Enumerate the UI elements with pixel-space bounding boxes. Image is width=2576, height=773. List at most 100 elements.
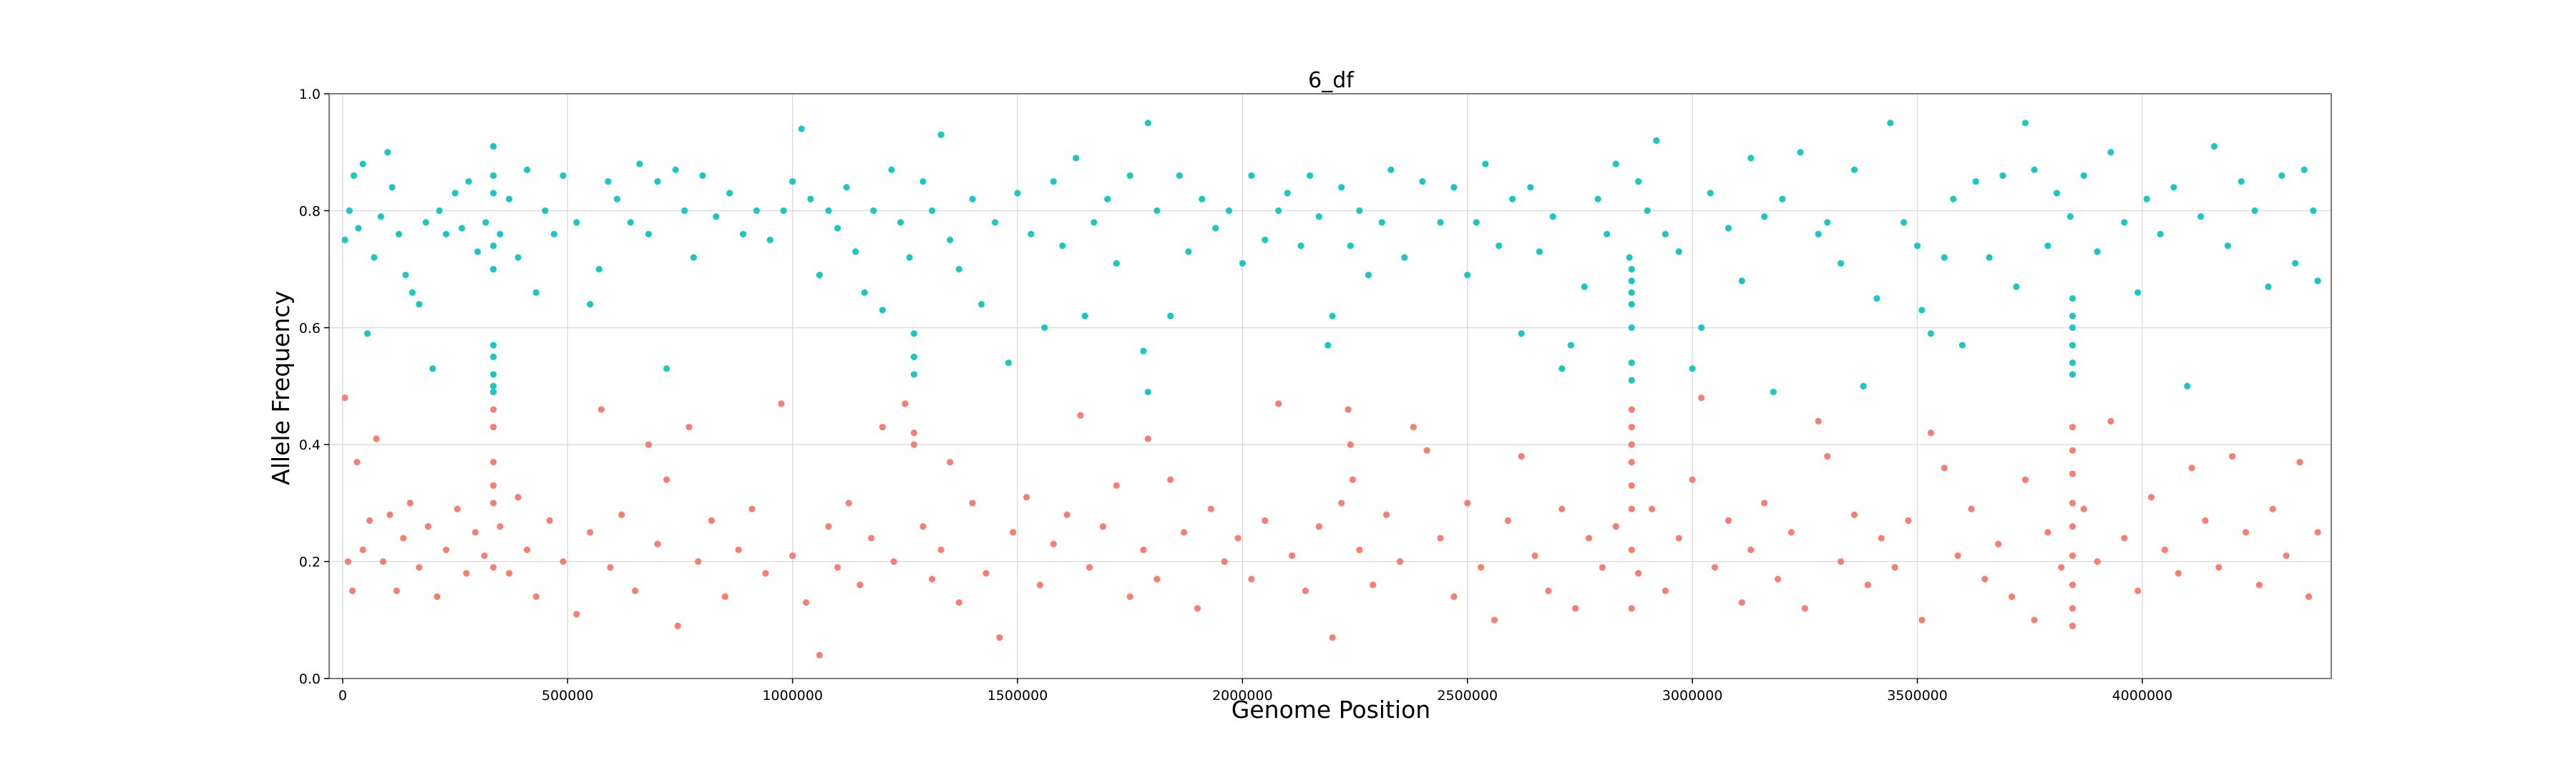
data-point (489, 564, 497, 571)
data-point (1307, 172, 1314, 179)
data-point (458, 225, 466, 232)
data-point (489, 371, 497, 378)
data-point (1761, 213, 1768, 220)
data-point (489, 406, 497, 413)
data-point (825, 522, 832, 530)
data-point (2184, 382, 2191, 390)
data-point (1401, 254, 1408, 261)
data-point (969, 500, 976, 507)
data-point (1478, 564, 1485, 571)
data-point (969, 195, 976, 203)
data-point (481, 552, 488, 560)
data-point (1724, 517, 1732, 525)
x-tick-label: 0 (338, 688, 347, 704)
data-point (386, 511, 394, 518)
data-point (978, 301, 985, 308)
data-point (748, 505, 756, 512)
data-point (489, 382, 497, 390)
data-point (2069, 552, 2077, 560)
data-point (2314, 529, 2321, 536)
data-point (1464, 271, 1471, 278)
y-tick-label: 0.6 (299, 321, 321, 336)
data-point (1873, 295, 1880, 302)
data-point (379, 558, 387, 565)
data-point (1153, 575, 1161, 583)
data-point (1347, 441, 1354, 448)
data-point (1662, 587, 1669, 595)
lower-frequency-series (341, 394, 2321, 658)
data-point (890, 558, 897, 565)
data-point (359, 546, 366, 553)
data-point (1144, 435, 1151, 442)
data-point (1724, 225, 1732, 232)
data-point (1698, 324, 1705, 331)
data-point (2292, 260, 2299, 267)
data-point (1370, 581, 1377, 588)
data-point (1349, 476, 1357, 483)
data-point (2069, 447, 2077, 454)
data-point (1801, 605, 1808, 612)
x-tick-label: 2500000 (1437, 688, 1498, 704)
x-axis-title: Genome Position (1231, 696, 1430, 724)
data-point (505, 570, 513, 577)
data-point (489, 500, 497, 507)
data-point (1262, 517, 1269, 525)
data-point (1747, 155, 1755, 162)
data-point (514, 494, 522, 501)
data-point (1010, 529, 1017, 536)
data-point (1005, 359, 1013, 366)
data-point (524, 166, 531, 173)
data-point (1167, 476, 1174, 483)
data-point (1775, 575, 1782, 583)
data-point (1099, 522, 1107, 530)
data-point (879, 424, 886, 431)
data-point (454, 505, 461, 512)
data-point (377, 213, 384, 220)
x-tick-label: 500000 (542, 688, 594, 704)
y-tick-label: 0.2 (299, 555, 321, 570)
data-point (2202, 517, 2209, 525)
data-point (497, 522, 504, 530)
data-point (1199, 195, 1206, 203)
data-point (1126, 172, 1133, 179)
data-point (1194, 605, 1201, 612)
data-point (595, 266, 602, 273)
data-point (947, 459, 954, 466)
data-point (1234, 535, 1241, 542)
data-point (560, 172, 567, 179)
data-point (2069, 359, 2077, 366)
data-point (1324, 341, 1332, 349)
data-point (489, 459, 497, 466)
data-point (2278, 172, 2285, 179)
data-point (2301, 166, 2308, 173)
data-point (389, 184, 396, 191)
data-point (489, 389, 497, 396)
data-point (1329, 634, 1336, 641)
data-point (1927, 429, 1934, 437)
data-point (359, 160, 366, 167)
data-point (1284, 190, 1291, 197)
data-point (1628, 605, 1635, 612)
data-point (2053, 190, 2061, 197)
data-point (1549, 213, 1556, 220)
data-point (550, 230, 557, 238)
data-point (1850, 166, 1858, 173)
data-point (928, 207, 936, 214)
data-point (1419, 178, 1426, 185)
data-point (2210, 142, 2218, 150)
data-point (1014, 190, 1021, 197)
data-point (1999, 172, 2006, 179)
x-tick-label: 3500000 (1887, 688, 1948, 704)
data-point (996, 634, 1003, 641)
data-point (1275, 400, 1282, 407)
data-point (2069, 324, 2077, 331)
data-point (654, 178, 661, 185)
data-point (861, 289, 868, 296)
data-point (1347, 242, 1354, 250)
data-point (1113, 260, 1120, 267)
y-tick-label: 0.8 (299, 203, 321, 219)
data-point (2021, 120, 2029, 127)
data-point (349, 587, 356, 595)
data-point (1518, 452, 1525, 460)
data-point (2069, 500, 2077, 507)
